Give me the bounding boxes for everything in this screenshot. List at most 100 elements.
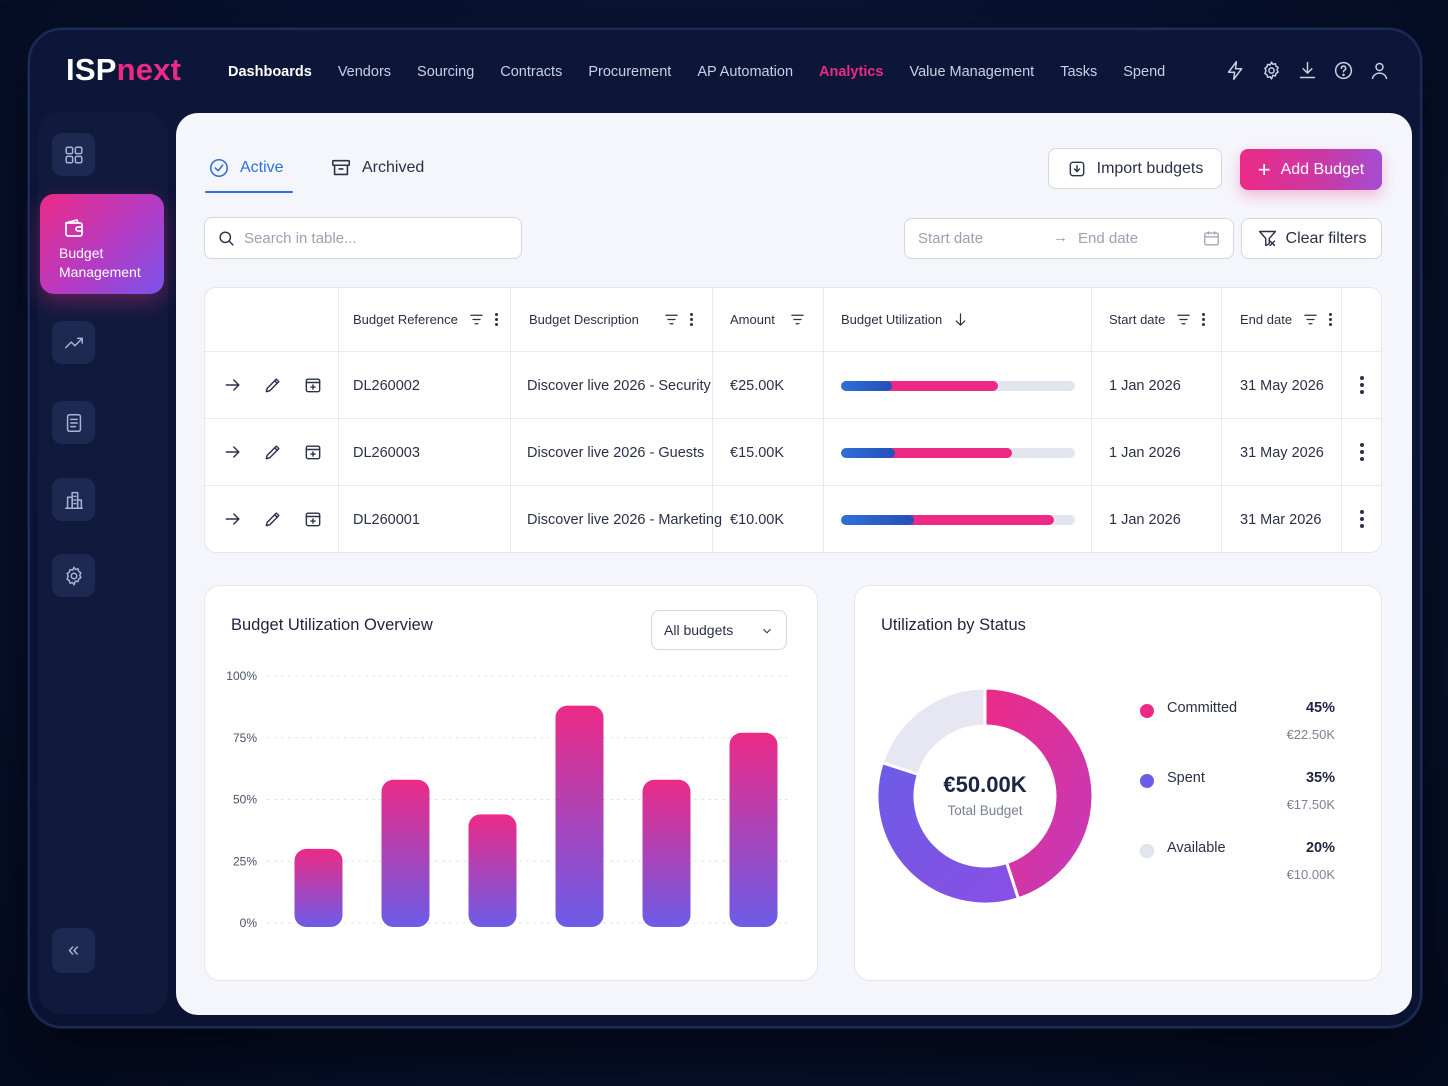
- y-tick-label: 0%: [240, 916, 258, 930]
- bar[interactable]: [294, 848, 343, 927]
- nav-procurement[interactable]: Procurement: [588, 64, 672, 80]
- sidebar-item-vendors[interactable]: [52, 478, 95, 521]
- archive-add-icon[interactable]: [303, 509, 323, 529]
- legend-value: €10.00K: [1286, 867, 1335, 882]
- gear-icon[interactable]: [1261, 60, 1282, 81]
- utilization-committed: [841, 381, 998, 391]
- legend-percent: 45%: [1305, 700, 1335, 716]
- table-row[interactable]: DL260001 Discover live 2026 - Marketing …: [205, 486, 1381, 552]
- legend-dot: [1140, 704, 1154, 718]
- search-input[interactable]: [244, 229, 504, 247]
- column-header-description[interactable]: Budget Description: [529, 288, 693, 351]
- app-logo[interactable]: ISPnext: [66, 52, 182, 87]
- import-budgets-button[interactable]: Import budgets: [1048, 148, 1222, 189]
- bar-chart: 100% 75% 50% 25% 0%: [226, 669, 789, 930]
- filter-clear-icon: [1258, 230, 1276, 247]
- add-budget-button[interactable]: + Add Budget: [1240, 149, 1382, 190]
- tab-label: Active: [240, 159, 284, 176]
- table-row[interactable]: DL260002 Discover live 2026 - Security €…: [205, 352, 1381, 419]
- sidebar-item-documents[interactable]: [52, 401, 95, 444]
- filter-icon[interactable]: [1302, 311, 1319, 328]
- nav-value-management[interactable]: Value Management: [909, 64, 1035, 80]
- column-menu-icon[interactable]: [689, 313, 693, 326]
- filter-icon[interactable]: [1175, 311, 1192, 328]
- lightning-icon[interactable]: [1225, 60, 1246, 81]
- nav-analytics[interactable]: Analytics: [819, 64, 884, 80]
- download-icon[interactable]: [1297, 60, 1318, 81]
- calendar-icon[interactable]: [1202, 229, 1221, 248]
- legend-value: €22.50K: [1286, 727, 1335, 742]
- donut-slice-spent[interactable]: [875, 760, 1021, 906]
- column-header-reference[interactable]: Budget Reference: [353, 288, 498, 351]
- date-range-picker[interactable]: Start date → End date: [904, 218, 1234, 259]
- archive-add-icon[interactable]: [303, 442, 323, 462]
- row-menu-icon[interactable]: [1360, 443, 1364, 461]
- search-field[interactable]: [204, 217, 522, 259]
- filter-icon[interactable]: [663, 311, 680, 328]
- column-menu-icon[interactable]: [1329, 313, 1333, 326]
- sidebar-item-analytics[interactable]: [52, 321, 95, 364]
- edit-icon[interactable]: [263, 375, 283, 395]
- bar[interactable]: [729, 732, 778, 927]
- edit-icon[interactable]: [263, 509, 283, 529]
- card-title: Budget Utilization Overview: [231, 616, 433, 634]
- cell-reference: DL260002: [353, 377, 420, 394]
- end-date-input[interactable]: End date: [1078, 230, 1139, 247]
- row-menu-icon[interactable]: [1360, 510, 1364, 528]
- column-header-end-date[interactable]: End date: [1240, 288, 1333, 351]
- row-actions: [223, 375, 323, 395]
- trend-icon: [64, 337, 83, 348]
- arrow-right-icon[interactable]: [223, 375, 243, 395]
- donut-center-label: Total Budget: [947, 803, 1023, 818]
- nav-spend[interactable]: Spend: [1123, 64, 1166, 80]
- column-menu-icon[interactable]: [494, 313, 498, 326]
- row-actions: [223, 509, 323, 529]
- main-panel: Active Archived Import budgets + Add Bud…: [176, 113, 1412, 1015]
- tab-label: Archived: [362, 159, 425, 176]
- user-icon[interactable]: [1369, 60, 1390, 81]
- nav-ap-automation[interactable]: AP Automation: [697, 64, 794, 80]
- start-date-input[interactable]: Start date: [918, 230, 984, 247]
- collapse-sidebar-button[interactable]: «: [52, 928, 95, 973]
- table-row[interactable]: DL260003 Discover live 2026 - Guests €15…: [205, 419, 1381, 486]
- tab-archived[interactable]: Archived: [330, 157, 424, 179]
- utilization-spent: [841, 515, 914, 525]
- nav-sourcing[interactable]: Sourcing: [417, 64, 475, 80]
- filter-icon[interactable]: [789, 311, 806, 328]
- bar[interactable]: [555, 705, 604, 927]
- cell-description: Discover live 2026 - Guests: [527, 444, 705, 461]
- document-icon: [66, 413, 81, 432]
- column-header-utilization[interactable]: Budget Utilization: [841, 288, 969, 351]
- nav-tasks[interactable]: Tasks: [1060, 64, 1098, 80]
- row-menu-icon[interactable]: [1360, 376, 1364, 394]
- cell-end-date: 31 May 2026: [1240, 377, 1324, 394]
- y-tick-label: 50%: [233, 793, 257, 807]
- column-header-start-date[interactable]: Start date: [1109, 288, 1206, 351]
- row-actions: [223, 442, 323, 462]
- donut-slice-available[interactable]: [880, 686, 987, 777]
- bar[interactable]: [468, 814, 517, 927]
- bar[interactable]: [642, 779, 691, 927]
- filter-icon[interactable]: [468, 311, 485, 328]
- donut-slice-committed[interactable]: [983, 686, 1095, 901]
- sort-down-icon[interactable]: [952, 311, 969, 328]
- nav-vendors[interactable]: Vendors: [337, 64, 392, 80]
- sidebar-item-settings[interactable]: [52, 554, 95, 597]
- nav-dashboards[interactable]: Dashboards: [228, 64, 312, 80]
- arrow-right-icon[interactable]: [223, 509, 243, 529]
- edit-icon[interactable]: [263, 442, 283, 462]
- arrow-right-icon[interactable]: [223, 442, 243, 462]
- nav-contracts[interactable]: Contracts: [500, 64, 563, 80]
- budget-select[interactable]: All budgets: [651, 610, 787, 650]
- sidebar-item-dashboard[interactable]: [52, 133, 95, 176]
- legend-label: Available: [1167, 840, 1226, 856]
- wallet-icon: [65, 219, 83, 237]
- archive-add-icon[interactable]: [303, 375, 323, 395]
- help-icon[interactable]: [1333, 60, 1354, 81]
- clear-filters-button[interactable]: Clear filters: [1241, 218, 1382, 259]
- tab-active[interactable]: Active: [208, 157, 284, 179]
- column-header-amount[interactable]: Amount: [730, 288, 806, 351]
- column-menu-icon[interactable]: [1202, 313, 1206, 326]
- bar[interactable]: [381, 779, 430, 927]
- sidebar-item-budget-management[interactable]: Budget Management: [40, 194, 164, 294]
